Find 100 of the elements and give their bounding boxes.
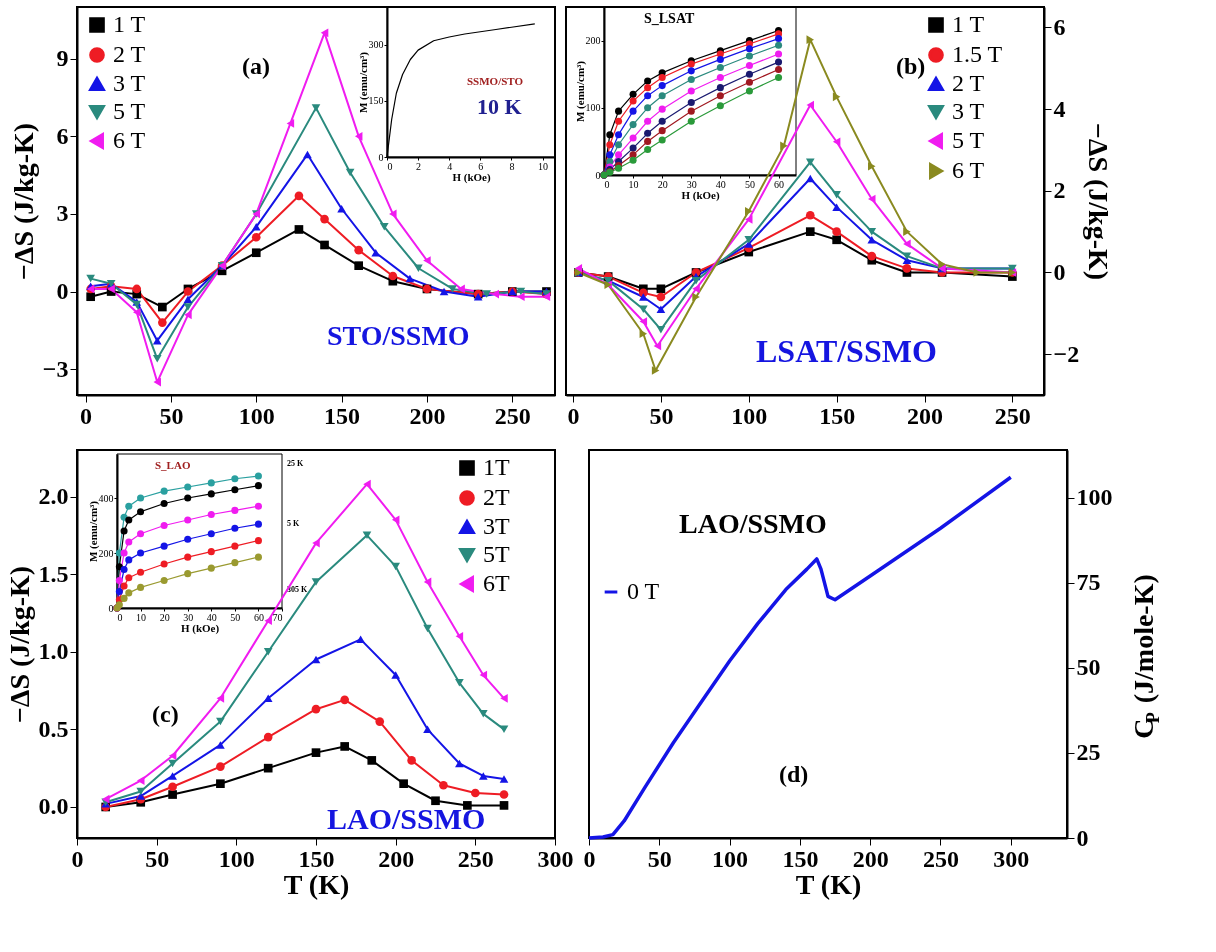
x-tick-label: 0: [80, 402, 93, 429]
x-tick-label: 20: [159, 611, 170, 623]
x-axis-title: H (kOe): [681, 188, 720, 202]
x-tick-label: 150: [819, 402, 856, 429]
legend-label: 1T: [483, 454, 510, 480]
annotation: LAO/SSMO: [327, 802, 486, 835]
y-tick-label: 0.5: [38, 715, 69, 742]
x-tick-label: 0: [387, 160, 393, 172]
x-tick-label: 50: [649, 402, 674, 429]
x-tick-label: 0: [567, 402, 580, 429]
x-tick-label: 60: [253, 611, 264, 623]
x-tick-label: 50: [159, 402, 184, 429]
y-tick-label: 2.0: [38, 483, 69, 510]
annotation: STO/SSMO: [327, 320, 470, 351]
y-axis-title: M (emu/cm³): [356, 51, 370, 114]
y-tick-label: 200: [585, 35, 601, 47]
legend-label: 0 T: [627, 578, 660, 604]
legend-label: 3 T: [113, 70, 146, 96]
x-tick-label: 50: [230, 611, 241, 623]
y-tick-label: 0: [595, 169, 601, 181]
x-tick-label: 30: [183, 611, 194, 623]
x-tick-label: 10: [628, 178, 639, 190]
x-tick-label: 60: [774, 178, 785, 190]
annotation: (c): [152, 701, 179, 727]
legend-label: 6T: [483, 570, 510, 596]
x-tick-label: 6: [478, 160, 484, 172]
x-axis-title: H (kOe): [452, 170, 491, 184]
annotation: LSAT/SSMO: [756, 333, 937, 369]
y-tick-label: 200: [98, 547, 114, 559]
legend-label: 2 T: [113, 41, 146, 67]
x-tick-label: 250: [922, 845, 959, 872]
y-tick-label: 0: [56, 278, 69, 305]
y-tick-label: −2: [1053, 340, 1080, 367]
y-tick-label: 0: [378, 151, 384, 163]
y-tick-label: 100: [585, 102, 601, 114]
annotation: SSMO/STO: [467, 75, 524, 87]
y-tick-label: 0: [108, 602, 114, 614]
x-tick-label: 30: [686, 178, 697, 190]
legend-label: 1 T: [113, 11, 146, 37]
x-tick-label: 2: [416, 160, 422, 172]
x-tick-label: 70: [272, 611, 283, 623]
x-tick-label: 100: [712, 845, 749, 872]
y-tick-label: 0: [1076, 824, 1089, 851]
x-tick-label: 250: [994, 402, 1031, 429]
y-axis-title: M (emu/cm³): [86, 500, 100, 563]
y-tick-label: 150: [368, 95, 384, 107]
y-tick-label: 75: [1076, 569, 1101, 596]
y-tick-label: 0: [1053, 258, 1066, 285]
legend-label: 2T: [483, 484, 510, 510]
x-tick-label: 10: [538, 160, 549, 172]
x-tick-label: 150: [324, 402, 361, 429]
x-tick-label: 10: [136, 611, 147, 623]
y-axis-title: −ΔS (J/kg-K): [3, 565, 35, 724]
y-tick-label: 300: [368, 39, 384, 50]
y-tick-label: 1.5: [38, 560, 69, 587]
x-tick-label: 250: [494, 402, 531, 429]
y-axis-title: M (emu/cm³): [573, 60, 587, 123]
y-axis-title: −ΔS (J/kg-K): [1083, 122, 1115, 281]
y-tick-label: 9: [56, 45, 69, 72]
annotation: (d): [779, 761, 809, 787]
annotation: 305 K: [287, 585, 308, 594]
y-tick-label: 1.0: [38, 638, 69, 665]
y-axis-title: CP (J/mole-K): [1128, 574, 1163, 739]
y-tick-label: 100: [1076, 484, 1113, 511]
y-tick-label: 6: [1053, 13, 1066, 40]
legend-label: 5 T: [952, 127, 985, 153]
x-tick-label: 0: [117, 611, 123, 623]
annotation: LAO/SSMO: [679, 508, 827, 539]
x-tick-label: 20: [657, 178, 668, 190]
y-tick-label: 6: [56, 122, 69, 149]
x-tick-label: 100: [731, 402, 768, 429]
y-tick-label: 4: [1053, 95, 1066, 122]
x-tick-label: 200: [409, 402, 446, 429]
annotation: (a): [242, 53, 270, 79]
y-tick-label: 25: [1076, 739, 1101, 766]
x-tick-label: 100: [238, 402, 275, 429]
x-tick-label: 250: [457, 845, 494, 872]
x-tick-label: 50: [744, 178, 755, 190]
x-tick-label: 50: [145, 845, 170, 872]
annotation: 5 K: [287, 519, 300, 528]
legend-label: 3 T: [952, 98, 985, 124]
x-tick-label: 50: [647, 845, 672, 872]
x-tick-label: 8: [509, 160, 515, 172]
y-axis-title: −ΔS (J/kg-K): [7, 122, 39, 281]
legend-label: 2 T: [952, 70, 985, 96]
annotation: 10 K: [477, 94, 522, 119]
legend-label: 5T: [483, 541, 510, 567]
legend-label: 6 T: [113, 127, 146, 153]
legend-label: 1.5 T: [952, 41, 1003, 67]
legend-label: 5 T: [113, 98, 146, 124]
y-tick-label: 50: [1076, 654, 1101, 681]
legend-label: 3T: [483, 513, 510, 539]
x-tick-label: 40: [206, 611, 217, 623]
y-tick-label: 400: [98, 492, 114, 504]
y-tick-label: −3: [42, 355, 69, 382]
annotation: (b): [896, 53, 926, 79]
x-axis-title: H (kOe): [180, 621, 220, 635]
annotation: S_LAO: [155, 459, 191, 471]
x-tick-label: 4: [447, 160, 453, 172]
annotation: S_LSAT: [644, 11, 695, 26]
